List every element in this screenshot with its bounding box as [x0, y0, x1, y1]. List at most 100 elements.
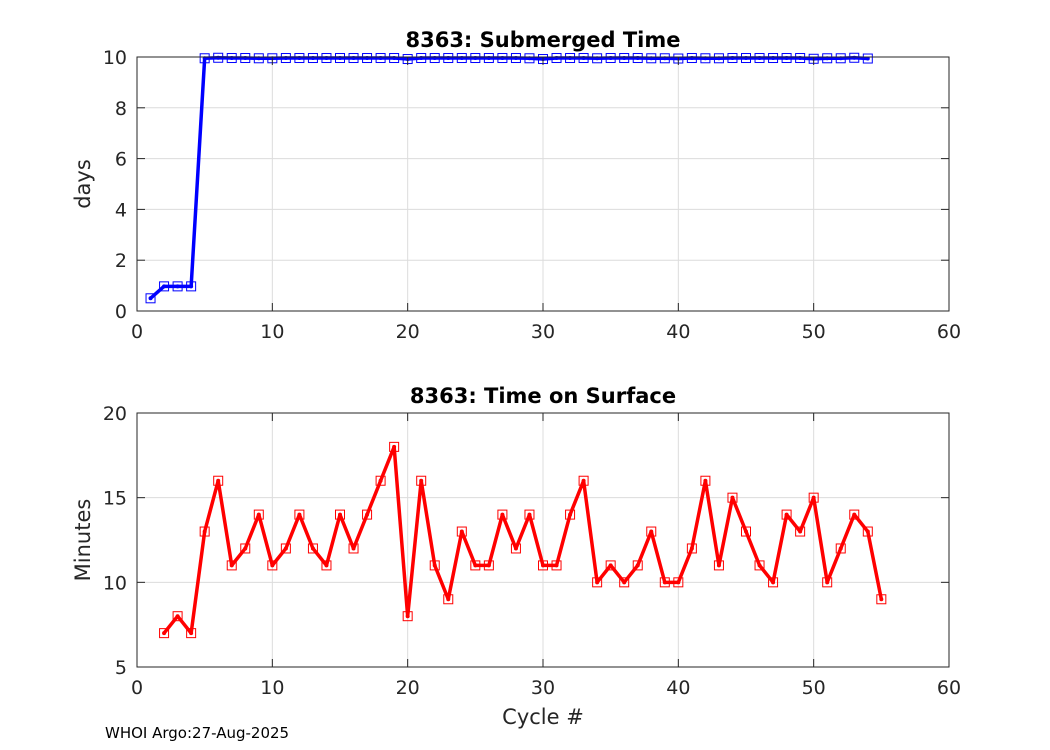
submerged-data-point [727, 53, 738, 64]
submerged-data-point [578, 53, 589, 64]
surface-data-point [822, 577, 833, 588]
surface-time-axes: 0 10 20 30 40 50 60 5 10 15 20 8363: Time on Surfac… [71, 384, 961, 729]
surface-data-point [686, 543, 697, 554]
surface-data-dot [459, 529, 464, 534]
submerged-data-point [294, 53, 305, 64]
submerged-data-point [862, 53, 873, 64]
submerged-data-point [145, 293, 156, 304]
surface-data-dot [338, 512, 342, 517]
x-tick-label: 50 [802, 321, 826, 343]
surface-data-dot [527, 512, 532, 517]
surface-data-point [835, 543, 846, 554]
submerged-data-point [213, 52, 224, 63]
submerged-data-point [307, 53, 318, 64]
surface-data-point [808, 492, 819, 503]
surface-data-dot [283, 546, 288, 551]
surface-data-dot [500, 512, 505, 517]
surface-data-dot [798, 529, 803, 534]
submerged-data-point [226, 53, 237, 64]
submerged-data-point [416, 53, 427, 64]
surface-series-line [162, 445, 884, 635]
submerged-data-point [159, 281, 170, 292]
y-tick-label: 0 [115, 301, 127, 323]
surface-data-point [321, 560, 332, 571]
surface-data-point [849, 509, 860, 520]
surface-data-point [510, 543, 521, 554]
surface-data-dot [229, 563, 234, 568]
surface-data-dot [419, 478, 424, 483]
surface-data-point [362, 509, 373, 520]
surface-data-point [795, 526, 806, 537]
x-axis-label: Cycle # [502, 705, 584, 729]
submerged-data-point [348, 53, 359, 64]
x-tick-label: 60 [937, 321, 961, 343]
surface-data-dot [473, 563, 478, 568]
surface-data-dot [446, 597, 451, 602]
surface-data-dot [216, 478, 221, 483]
surface-data-point [416, 475, 427, 486]
submerged-data-point [754, 53, 765, 64]
submerged-data-point [822, 53, 833, 64]
surface-data-point [619, 577, 630, 588]
submerged-data-point [781, 53, 792, 64]
surface-data-point [713, 560, 724, 571]
surface-data-point [402, 611, 413, 622]
submerged-data-point [646, 53, 657, 64]
submerged-data-point [713, 53, 724, 64]
surface-data-dot [432, 563, 437, 568]
submerged-data-point [741, 53, 751, 64]
surface-data-point [348, 543, 359, 554]
surface-data-point [646, 526, 657, 537]
surface-data-dot [649, 529, 654, 534]
surface-data-point [578, 475, 589, 486]
surface-data-dot [405, 614, 410, 619]
surface-data-dot [270, 563, 275, 568]
submerged-data-point [470, 53, 481, 64]
surface-data-point [700, 475, 711, 486]
surface-data-dot [825, 580, 830, 585]
submerged-data-point [456, 53, 467, 64]
x-tick-label: 20 [396, 677, 420, 699]
surface-data-dot [879, 597, 884, 602]
surface-data-point [862, 526, 873, 537]
surface-data-dot [581, 478, 586, 483]
surface-data-dot [568, 512, 573, 517]
x-tick-label: 30 [531, 677, 555, 699]
surface-data-point [524, 509, 535, 520]
surface-data-point [456, 526, 467, 537]
y-tick-label: 5 [115, 657, 127, 679]
submerged-data-point [849, 52, 860, 63]
surface-data-dot [744, 529, 748, 534]
x-tick-label: 10 [260, 321, 284, 343]
submerged-data-dot [189, 284, 194, 289]
x-tick-label: 30 [531, 321, 555, 343]
submerged-data-point [700, 53, 711, 64]
surface-data-point [592, 577, 603, 588]
submerged-data-point [551, 53, 562, 64]
surface-data-dot [162, 631, 167, 636]
y-tick-label: 15 [103, 488, 127, 510]
y-tick-label: 2 [115, 250, 127, 272]
surface-data-dot [486, 563, 491, 568]
surface-data-dot [513, 546, 518, 551]
surface-data-dot [297, 512, 302, 517]
surface-data-dot [365, 512, 370, 517]
surface-data-dot [202, 529, 207, 534]
surface-data-dot [676, 580, 681, 585]
surface-data-point [294, 509, 305, 520]
surface-data-dot [351, 546, 356, 551]
surface-data-point [876, 594, 887, 605]
submerged-data-point [253, 53, 264, 64]
y-tick-label: 4 [115, 199, 127, 221]
y-tick-label: 8 [115, 98, 127, 120]
y-tick-label: 20 [103, 403, 127, 425]
surface-data-point [551, 560, 562, 571]
y-tick-label: 10 [103, 572, 127, 594]
surface-data-point [267, 560, 278, 571]
submerged-data-point [497, 53, 508, 64]
surface-data-point [240, 543, 251, 554]
submerged-data-dot [852, 55, 857, 60]
submerged-data-point [199, 53, 210, 64]
surface-data-point [199, 526, 210, 537]
x-tick-label: 50 [802, 677, 826, 699]
